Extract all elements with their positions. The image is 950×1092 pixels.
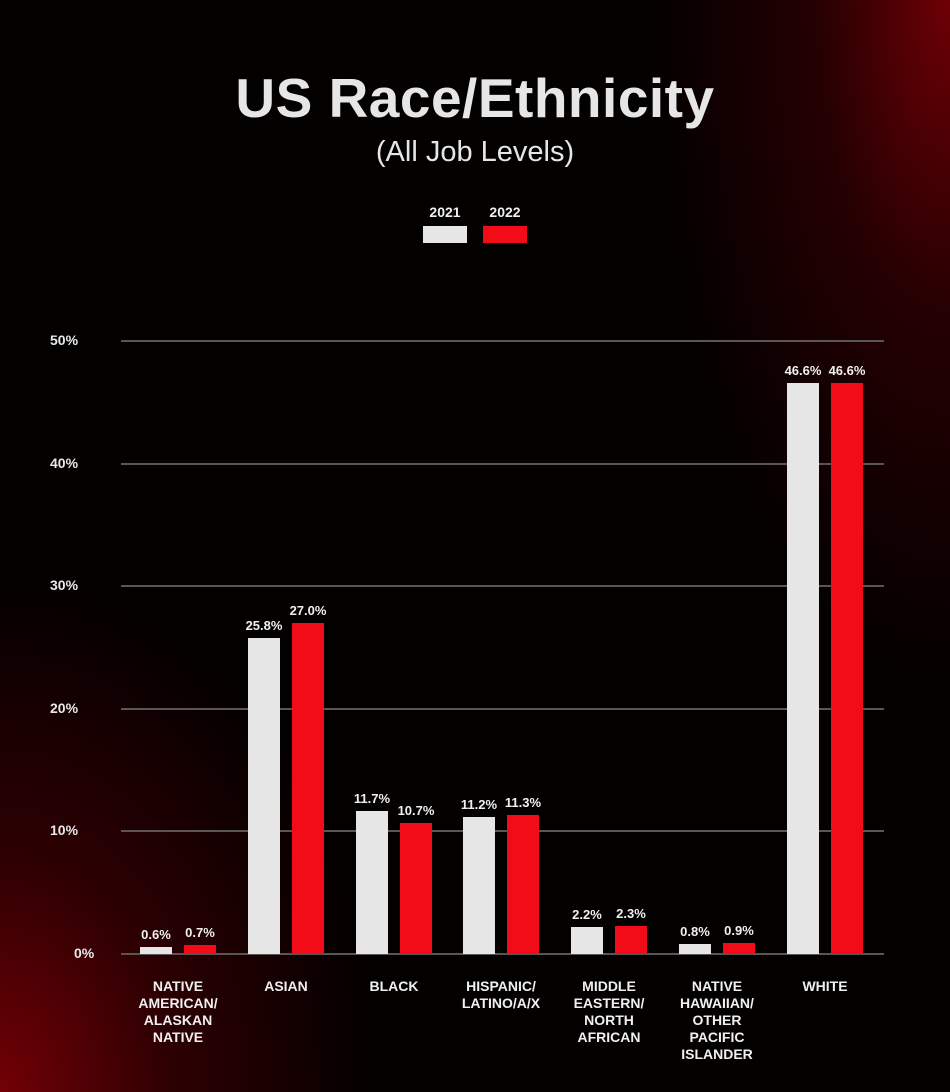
x-axis-category-label: NATIVE HAWAIIAN/ OTHER PACIFIC ISLANDER — [680, 978, 754, 1062]
bar-value-label: 0.9% — [724, 922, 754, 938]
x-axis-category-label: NATIVE AMERICAN/ ALASKAN NATIVE — [138, 978, 218, 1045]
chart-title: US Race/Ethnicity — [235, 67, 715, 129]
bar-value-label: 0.6% — [141, 926, 171, 942]
gridline — [121, 462, 884, 465]
bar-2021[interactable] — [571, 927, 603, 954]
y-axis-tick-label: 20% — [50, 699, 79, 716]
bar-value-label: 0.7% — [185, 925, 215, 941]
y-axis-tick-label: 30% — [50, 577, 79, 594]
legend-label: 2022 — [489, 204, 521, 220]
legend-label: 2021 — [429, 204, 461, 220]
bar-2021[interactable] — [356, 810, 388, 954]
bar-2022[interactable] — [184, 945, 216, 954]
bar-value-label: 2.3% — [616, 905, 646, 921]
bar-value-label: 27.0% — [289, 602, 327, 618]
bar-value-label: 11.7% — [353, 790, 391, 806]
bar-2022[interactable] — [831, 382, 863, 954]
y-axis-tick-label: 40% — [50, 454, 79, 471]
bar-value-label: 46.6% — [784, 362, 822, 378]
bar-2021[interactable] — [248, 637, 280, 954]
x-axis-category-label: MIDDLE EASTERN/ NORTH AFRICAN — [573, 978, 645, 1045]
bar-value-label: 46.6% — [828, 362, 866, 378]
gridline — [121, 707, 884, 710]
x-axis-category-label: HISPANIC/ LATINO/A/X — [461, 978, 541, 1011]
gridline — [121, 585, 884, 588]
x-axis-category-label: WHITE — [802, 978, 848, 994]
x-axis-category-label: ASIAN — [264, 978, 308, 994]
y-axis-tick-label: 0% — [74, 945, 95, 961]
legend-swatch-2022 — [483, 226, 527, 243]
y-axis-tick-label: 10% — [50, 822, 79, 839]
bar-2022[interactable] — [400, 822, 432, 954]
bar-2022[interactable] — [292, 622, 324, 954]
bar-2021[interactable] — [787, 382, 819, 954]
legend-item-2021[interactable]: 2021 — [422, 204, 468, 243]
y-axis-tick-label: 50% — [50, 332, 79, 348]
bar-2021[interactable] — [463, 816, 495, 954]
bar-2022[interactable] — [723, 942, 755, 954]
bar-value-label: 11.2% — [460, 796, 498, 812]
bar-2021[interactable] — [679, 944, 711, 954]
chart-subtitle: (All Job Levels) — [375, 136, 575, 168]
bar-value-label: 11.3% — [504, 795, 542, 811]
bar-2022[interactable] — [615, 925, 647, 954]
bar-value-label: 25.8% — [245, 617, 283, 633]
bar-value-label: 2.2% — [572, 907, 602, 923]
bar-2022[interactable] — [507, 815, 539, 954]
legend-swatch-2021 — [423, 226, 467, 243]
legend: 2021 2022 — [0, 204, 950, 248]
legend-item-2022[interactable]: 2022 — [482, 204, 528, 243]
x-axis-category-label: BLACK — [369, 978, 419, 994]
gridline — [121, 953, 884, 955]
gridline — [121, 340, 884, 342]
gridline — [121, 830, 884, 833]
bar-2021[interactable] — [140, 946, 172, 954]
bar-value-label: 0.8% — [680, 924, 710, 940]
bar-value-label: 10.7% — [397, 802, 435, 818]
